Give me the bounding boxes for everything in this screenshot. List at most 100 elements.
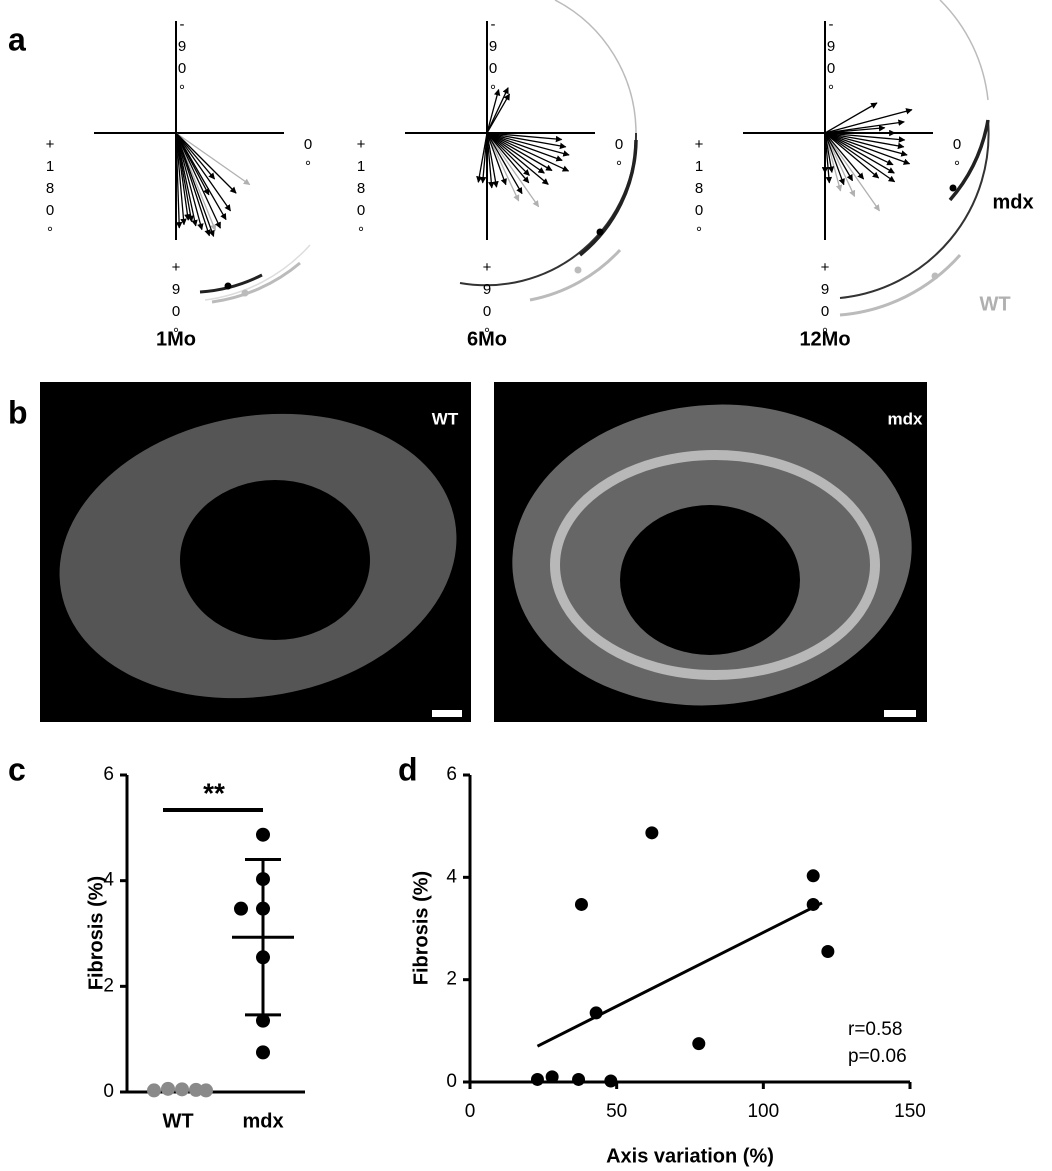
legend-label: WT: [979, 293, 1010, 315]
significance: **: [203, 777, 225, 808]
arrow: [824, 132, 880, 179]
arrow: [486, 132, 507, 186]
arrow: [175, 132, 211, 237]
y-axis-label: Fibrosis (%): [85, 876, 107, 990]
arrow: [175, 132, 237, 194]
point: [545, 1070, 559, 1084]
point: [530, 1072, 544, 1086]
angle-label: -9 0 °: [489, 16, 497, 99]
annotation: p=0.06: [848, 1046, 907, 1067]
arrow: [175, 132, 183, 229]
dot: [256, 1045, 270, 1060]
arrow: [175, 132, 216, 180]
arrow: [824, 132, 895, 174]
arrow: [824, 132, 894, 166]
arrow: [824, 132, 856, 198]
arrow: [824, 132, 896, 183]
arrow: [824, 108, 913, 134]
y-tick-label: 4: [103, 870, 114, 891]
arc: [578, 139, 638, 257]
panel-label: d: [398, 751, 418, 787]
arrow: [824, 132, 854, 182]
arc: [948, 119, 990, 202]
arc-dot: [574, 266, 582, 274]
arrow: [486, 132, 570, 157]
angle-label: +9 0 °: [172, 259, 181, 342]
arrow: [486, 132, 520, 202]
arc-dot: [224, 282, 232, 290]
arrow: [486, 132, 499, 188]
scale-bar: [432, 710, 462, 717]
dot: [234, 901, 248, 916]
arrow: [824, 132, 906, 143]
dot: [161, 1081, 175, 1096]
dot: [256, 827, 270, 842]
point: [604, 1074, 618, 1088]
fit-line: [536, 901, 823, 1048]
arc-dot: [949, 184, 957, 192]
arc: [839, 119, 990, 299]
angle-label: -9 0 °: [178, 16, 186, 99]
y-tick-label: 2: [103, 975, 114, 996]
arrow: [824, 132, 865, 180]
arrow: [824, 132, 845, 186]
arrow: [175, 132, 221, 229]
arrow: [486, 88, 501, 134]
arrow: [476, 132, 488, 183]
angle-label: +1 8 0 °: [46, 136, 55, 241]
arrow: [486, 132, 563, 162]
point: [645, 826, 659, 840]
arc: [204, 244, 311, 301]
point: [806, 869, 820, 883]
arrow: [824, 102, 878, 134]
arrow: [486, 132, 530, 184]
dot: [199, 1083, 213, 1098]
angle-label: +1 8 0 °: [357, 136, 366, 241]
plot-label: 12Mo: [799, 328, 850, 350]
point: [806, 897, 820, 911]
arrow: [479, 132, 488, 184]
arc: [939, 0, 989, 101]
y-tick-label: 6: [103, 764, 114, 785]
arrow: [486, 132, 570, 172]
angle-label: +9 0 °: [483, 259, 492, 342]
angle-label: +9 0 °: [821, 259, 830, 342]
angle-label: +1 8 0 °: [695, 136, 704, 241]
arrow: [486, 132, 523, 195]
arrow: [486, 132, 540, 208]
arc: [211, 261, 301, 304]
x-tick-label: 150: [894, 1101, 926, 1122]
arrow: [486, 132, 545, 174]
image-label: mdx: [888, 409, 924, 428]
annotation: r=0.58: [848, 1019, 902, 1040]
point: [589, 1006, 603, 1020]
arrow: [486, 132, 530, 176]
arc-dot: [931, 272, 939, 280]
arrow: [486, 132, 553, 172]
arcs: [199, 0, 990, 317]
image-label: WT: [432, 409, 459, 428]
arrow: [175, 132, 187, 226]
dot: [175, 1082, 189, 1097]
x-axis-label: Axis variation (%): [606, 1145, 774, 1167]
angle-label: 0 °: [953, 136, 961, 175]
dot: [256, 1013, 270, 1028]
arc-dot: [596, 228, 604, 236]
y-tick-label: 2: [446, 969, 457, 990]
arrow: [175, 132, 210, 196]
fibrosis: [550, 450, 880, 680]
arc: [529, 248, 622, 302]
arrow: [175, 132, 191, 221]
x-tick-label: 0: [465, 1101, 476, 1122]
lumen: [180, 480, 370, 640]
panel-label: b: [8, 394, 28, 430]
arc: [554, 0, 637, 134]
dot: [189, 1082, 203, 1097]
x-tick-label: mdx: [242, 1110, 283, 1132]
angle-label: 0 °: [615, 136, 623, 175]
y-tick-label: 4: [446, 866, 457, 887]
plot-label: 6Mo: [467, 328, 507, 350]
y-tick-label: 0: [103, 1081, 114, 1102]
scale-bar: [884, 710, 916, 717]
